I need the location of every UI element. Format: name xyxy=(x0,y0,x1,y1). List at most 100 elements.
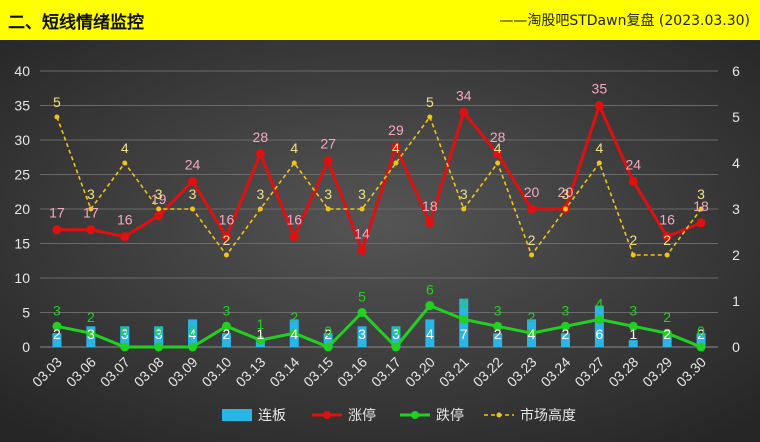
bar-lianban xyxy=(52,333,62,347)
left-axis-tick: 20 xyxy=(14,201,30,217)
label-lianban: 2 xyxy=(223,326,231,342)
label-market-height: 3 xyxy=(87,186,95,202)
point-dieting xyxy=(289,328,299,338)
label-dieting: 3 xyxy=(494,302,502,318)
label-zhangting: 28 xyxy=(490,129,506,145)
legend-label: 连板 xyxy=(258,408,286,424)
point-zhangting xyxy=(86,225,96,235)
bar-lianban xyxy=(560,333,570,347)
legend-label: 涨停 xyxy=(348,407,376,424)
point-zhangting xyxy=(391,142,401,152)
point-market-height xyxy=(54,114,60,120)
label-market-height: 3 xyxy=(562,186,570,202)
bar-lianban xyxy=(425,319,435,347)
point-zhangting xyxy=(120,232,130,242)
point-dieting xyxy=(425,301,435,311)
label-lianban: 2 xyxy=(562,326,570,342)
label-zhangting: 19 xyxy=(151,191,167,207)
label-dieting: 3 xyxy=(223,302,231,318)
label-dieting: 2 xyxy=(87,309,95,325)
label-lianban: 3 xyxy=(358,326,366,342)
point-zhangting xyxy=(696,218,706,228)
right-axis-tick: 4 xyxy=(732,155,740,171)
point-market-height xyxy=(495,160,501,166)
label-lianban: 1 xyxy=(629,326,637,342)
label-zhangting: 29 xyxy=(388,122,404,138)
point-market-height xyxy=(223,252,229,258)
right-axis-tick: 2 xyxy=(732,247,740,263)
point-dieting xyxy=(594,314,604,324)
label-lianban: 2 xyxy=(663,326,671,342)
label-market-height: 3 xyxy=(358,186,366,202)
label-market-height: 2 xyxy=(223,232,231,248)
label-dieting: 3 xyxy=(562,302,570,318)
page-title: 二、短线情绪监控 xyxy=(8,13,144,33)
right-axis-tick: 0 xyxy=(732,339,740,355)
point-market-height xyxy=(190,206,196,212)
label-market-height: 2 xyxy=(663,232,671,248)
left-axis-tick: 0 xyxy=(22,339,30,355)
label-zhangting: 17 xyxy=(49,205,65,221)
label-dieting: 3 xyxy=(629,302,637,318)
point-dieting xyxy=(120,342,130,352)
point-dieting xyxy=(357,308,367,317)
point-dieting xyxy=(221,321,231,331)
point-dieting xyxy=(52,321,62,331)
line-dieting xyxy=(56,304,702,349)
label-zhangting: 28 xyxy=(253,129,269,145)
bar-lianban xyxy=(120,326,130,347)
bar-lianban xyxy=(628,340,638,347)
label-dieting: 0 xyxy=(697,323,705,339)
label-market-height: 5 xyxy=(53,94,61,110)
bar-lianban xyxy=(357,326,367,347)
label-zhangting: 24 xyxy=(625,156,641,172)
combo-chart: 0510152025303540012345603.0303.0603.0703… xyxy=(0,40,760,442)
legend-swatch-marker xyxy=(496,412,502,418)
label-zhangting: 18 xyxy=(422,198,438,214)
label-lianban: 3 xyxy=(392,326,400,342)
label-market-height: 3 xyxy=(460,186,468,202)
legend-swatch-marker xyxy=(411,411,419,419)
point-dieting xyxy=(255,335,265,345)
point-market-height xyxy=(359,206,365,212)
point-zhangting xyxy=(221,232,231,242)
point-zhangting xyxy=(154,211,164,221)
chart-background xyxy=(0,40,760,442)
point-market-height xyxy=(88,206,94,212)
label-zhangting: 18 xyxy=(693,198,709,214)
point-market-height xyxy=(427,114,433,120)
label-zhangting: 20 xyxy=(558,184,574,200)
right-axis-tick: 1 xyxy=(732,293,740,309)
point-dieting xyxy=(86,328,96,338)
label-market-height: 4 xyxy=(595,140,603,156)
label-lianban: 4 xyxy=(426,326,434,342)
point-zhangting xyxy=(425,218,435,228)
label-lianban: 3 xyxy=(121,326,129,342)
label-dieting: 1 xyxy=(256,316,264,332)
point-market-height xyxy=(257,206,263,212)
label-lianban: 3 xyxy=(155,326,163,342)
label-market-height: 2 xyxy=(629,232,637,248)
point-zhangting xyxy=(594,101,604,110)
label-zhangting: 34 xyxy=(456,87,472,103)
label-dieting: 2 xyxy=(528,309,536,325)
label-dieting: 0 xyxy=(155,323,163,339)
point-zhangting xyxy=(52,225,62,235)
label-market-height: 4 xyxy=(392,140,400,156)
point-zhangting xyxy=(357,245,367,255)
line-zhangting xyxy=(56,104,702,252)
label-dieting: 0 xyxy=(324,323,332,339)
label-lianban: 2 xyxy=(53,326,61,342)
left-axis-tick: 25 xyxy=(14,167,30,183)
point-dieting xyxy=(662,328,672,338)
label-zhangting: 20 xyxy=(524,184,540,200)
point-zhangting xyxy=(628,176,638,186)
point-dieting xyxy=(459,314,469,324)
point-market-height xyxy=(664,252,670,258)
label-lianban: 3 xyxy=(87,326,95,342)
label-market-height: 4 xyxy=(121,140,129,156)
point-zhangting xyxy=(255,149,265,159)
label-market-height: 3 xyxy=(697,186,705,202)
label-market-height: 4 xyxy=(494,140,502,156)
